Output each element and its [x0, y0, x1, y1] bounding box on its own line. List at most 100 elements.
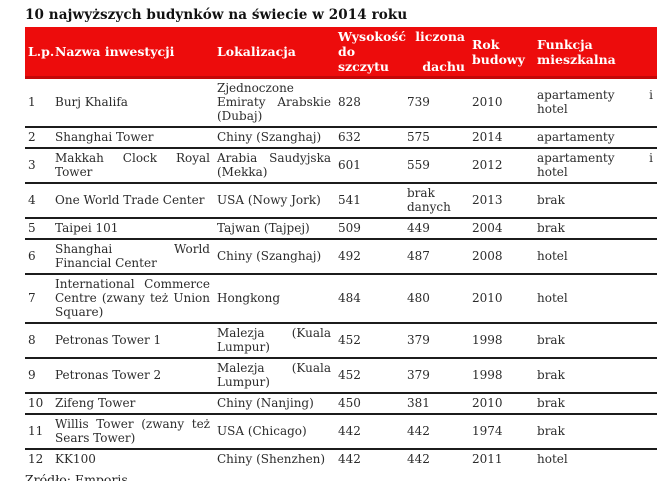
- cell-lp: 2: [25, 126, 52, 148]
- cell-height-peak: 601: [335, 147, 404, 183]
- cell-function: hotel: [534, 273, 658, 323]
- cell-height-roof: 487: [404, 238, 470, 274]
- cell-location: Arabia Saudyjska (Mekka): [214, 147, 335, 183]
- cell-location: USA (Chicago): [214, 413, 335, 449]
- cell-year: 1974: [469, 413, 535, 449]
- table-row: 1 Burj Khalifa Zjednoczone Emiraty Arabs…: [25, 78, 657, 128]
- cell-name: Willis Tower (zwany też Sears Tower): [52, 413, 214, 449]
- cell-lp: 1: [28, 95, 36, 109]
- cell-year: 2010: [472, 95, 503, 109]
- cell-height-roof: 559: [404, 147, 470, 183]
- cell-year: 2012: [469, 147, 535, 183]
- cell-lp: 8: [25, 322, 52, 358]
- cell-function: apartamenty i hotel: [537, 88, 654, 116]
- table-row: 12 KK100 Chiny (Shenzhen) 442 442 2011 h…: [25, 448, 658, 469]
- cell-location: Chiny (Shenzhen): [214, 448, 335, 469]
- table-row: 10 Zifeng Tower Chiny (Nanjing) 450 381 …: [25, 392, 658, 414]
- table-row: 6 Shanghai World Financial Center Chiny …: [25, 238, 658, 274]
- cell-location: Chiny (Szanghaj): [214, 238, 335, 274]
- cell-name: Makkah Clock Royal Tower: [52, 147, 214, 183]
- cell-height-roof: 442: [404, 448, 470, 469]
- cell-height-peak: 450: [335, 392, 404, 414]
- buildings-table: L.p. Nazwa inwestycji Lokalizacja Wysoko…: [25, 27, 658, 469]
- cell-function: brak: [534, 357, 658, 393]
- cell-height-roof: 379: [404, 322, 470, 358]
- cell-height-roof: 442: [404, 413, 470, 449]
- cell-height-peak: 509: [335, 217, 404, 239]
- cell-year: 2014: [469, 126, 535, 148]
- cell-year: 2013: [469, 182, 535, 218]
- cell-height-roof: 739: [407, 95, 430, 109]
- cell-height-peak: 442: [335, 413, 404, 449]
- cell-height-peak: 632: [335, 126, 404, 148]
- cell-height-peak: 492: [335, 238, 404, 274]
- table-row: 3 Makkah Clock Royal Tower Arabia Saudyj…: [25, 147, 658, 183]
- col-header-height: Wysokość liczona do szczytu dachu: [335, 27, 470, 79]
- cell-location: Hongkong: [214, 273, 335, 323]
- height-header-subcol-peak: szczytu: [338, 59, 389, 74]
- cell-function: hotel: [534, 448, 658, 469]
- cell-height-roof: 449: [404, 217, 470, 239]
- cell-lp: 4: [25, 182, 52, 218]
- cell-height-roof: 480: [404, 273, 470, 323]
- cell-height-peak: 452: [335, 357, 404, 393]
- cell-name: Petronas Tower 1: [52, 322, 214, 358]
- cell-name: Zifeng Tower: [52, 392, 214, 414]
- page-title: 10 najwyższych budynków na świecie w 201…: [25, 7, 408, 23]
- cell-name: Shanghai Tower: [52, 126, 214, 148]
- cell-function: brak: [534, 322, 658, 358]
- table-row: 4 One World Trade Center USA (Nowy Jork)…: [25, 182, 658, 218]
- table-row: 8 Petronas Tower 1 Malezja (Kuala Lumpur…: [25, 322, 658, 358]
- cell-location: Chiny (Nanjing): [214, 392, 335, 414]
- col-header-year: Rok budowy: [469, 27, 535, 79]
- cell-name: Taipei 101: [52, 217, 214, 239]
- cell-name: Burj Khalifa: [55, 95, 128, 109]
- cell-location: Tajwan (Tajpej): [214, 217, 335, 239]
- cell-year: 2011: [469, 448, 535, 469]
- cell-name: Petronas Tower 2: [52, 357, 214, 393]
- cell-function: brak: [534, 217, 658, 239]
- cell-function: apartamenty: [534, 126, 658, 148]
- cell-lp: 5: [25, 217, 52, 239]
- cell-height-roof: 575: [404, 126, 470, 148]
- cell-height-roof: 379: [404, 357, 470, 393]
- cell-name: One World Trade Center: [52, 182, 214, 218]
- col-header-location: Lokalizacja: [214, 27, 335, 79]
- cell-height-peak: 442: [335, 448, 404, 469]
- cell-location: USA (Nowy Jork): [214, 182, 335, 218]
- cell-lp: 7: [25, 273, 52, 323]
- col-header-lp: L.p.: [25, 27, 54, 79]
- cell-lp: 12: [25, 448, 52, 469]
- col-header-function: Funkcja mieszkalna: [534, 27, 658, 79]
- height-header-group: Wysokość liczona do szczytu dachu: [338, 29, 465, 74]
- col-header-name: Nazwa inwestycji: [52, 27, 214, 79]
- cell-lp: 10: [25, 392, 52, 414]
- height-header-subcol-roof: dachu: [422, 59, 466, 74]
- cell-lp: 9: [25, 357, 52, 393]
- cell-location: Zjednoczone Emiraty Arabskie (Dubaj): [217, 81, 331, 123]
- cell-name: KK100: [52, 448, 214, 469]
- cell-function: brak: [534, 392, 658, 414]
- cell-height-peak: 452: [335, 322, 404, 358]
- height-header-word: liczona: [415, 29, 466, 44]
- cell-year: 2010: [469, 273, 535, 323]
- cell-name: International Commerce Centre (zwany też…: [52, 273, 214, 323]
- cell-height-peak: 541: [335, 182, 404, 218]
- cell-lp: 11: [25, 413, 52, 449]
- cell-function: apartamenty i hotel: [534, 147, 658, 183]
- cell-height-roof: 381: [404, 392, 470, 414]
- table-row: 9 Petronas Tower 2 Malezja (Kuala Lumpur…: [25, 357, 658, 393]
- cell-year: 1998: [469, 322, 535, 358]
- cell-lp: 6: [25, 238, 52, 274]
- height-header-word: Wysokość: [338, 29, 407, 44]
- cell-year: 2010: [469, 392, 535, 414]
- table-row: 7 International Commerce Centre (zwany t…: [25, 273, 658, 323]
- cell-year: 1998: [469, 357, 535, 393]
- table-row: 5 Taipei 101 Tajwan (Tajpej) 509 449 200…: [25, 217, 658, 239]
- cell-location: Chiny (Szanghaj): [214, 126, 335, 148]
- cell-year: 2004: [469, 217, 535, 239]
- table-row: 11 Willis Tower (zwany też Sears Tower) …: [25, 413, 658, 449]
- header-row: L.p. Nazwa inwestycji Lokalizacja Wysoko…: [25, 27, 658, 79]
- cell-height-peak: 828: [338, 95, 361, 109]
